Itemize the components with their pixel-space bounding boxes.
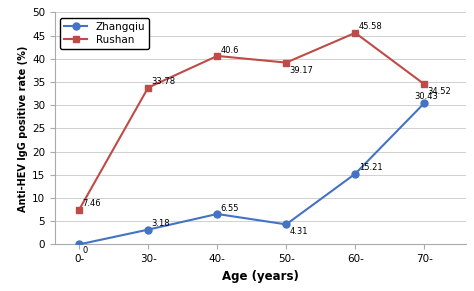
Zhangqiu: [76, 243, 82, 246]
Text: 0: 0: [82, 246, 88, 255]
Text: 6.55: 6.55: [220, 204, 239, 213]
Rushan: [214, 54, 220, 58]
Y-axis label: Anti-HEV IgG positive rate (%): Anti-HEV IgG positive rate (%): [18, 45, 28, 212]
Text: 30.43: 30.43: [414, 93, 438, 102]
Text: 7.46: 7.46: [82, 199, 101, 208]
Line: Zhangqiu: Zhangqiu: [76, 100, 428, 248]
Zhangqiu: [214, 212, 220, 216]
Text: 3.18: 3.18: [152, 219, 170, 228]
Rushan: [352, 31, 358, 35]
Zhangqiu: [146, 228, 151, 231]
Rushan: [421, 82, 427, 86]
Text: 15.21: 15.21: [359, 163, 383, 172]
X-axis label: Age (years): Age (years): [222, 270, 299, 283]
Zhangqiu: [421, 102, 427, 105]
Text: 40.6: 40.6: [220, 46, 239, 55]
Zhangqiu: [352, 172, 358, 175]
Rushan: [283, 61, 289, 64]
Text: 39.17: 39.17: [290, 66, 313, 75]
Line: Rushan: Rushan: [76, 29, 428, 213]
Text: 4.31: 4.31: [290, 227, 308, 236]
Rushan: [146, 86, 151, 89]
Text: 45.58: 45.58: [359, 22, 383, 31]
Zhangqiu: [283, 223, 289, 226]
Legend: Zhangqiu, Rushan: Zhangqiu, Rushan: [60, 17, 149, 49]
Text: 34.52: 34.52: [428, 87, 451, 96]
Rushan: [76, 208, 82, 212]
Text: 33.78: 33.78: [152, 77, 176, 86]
